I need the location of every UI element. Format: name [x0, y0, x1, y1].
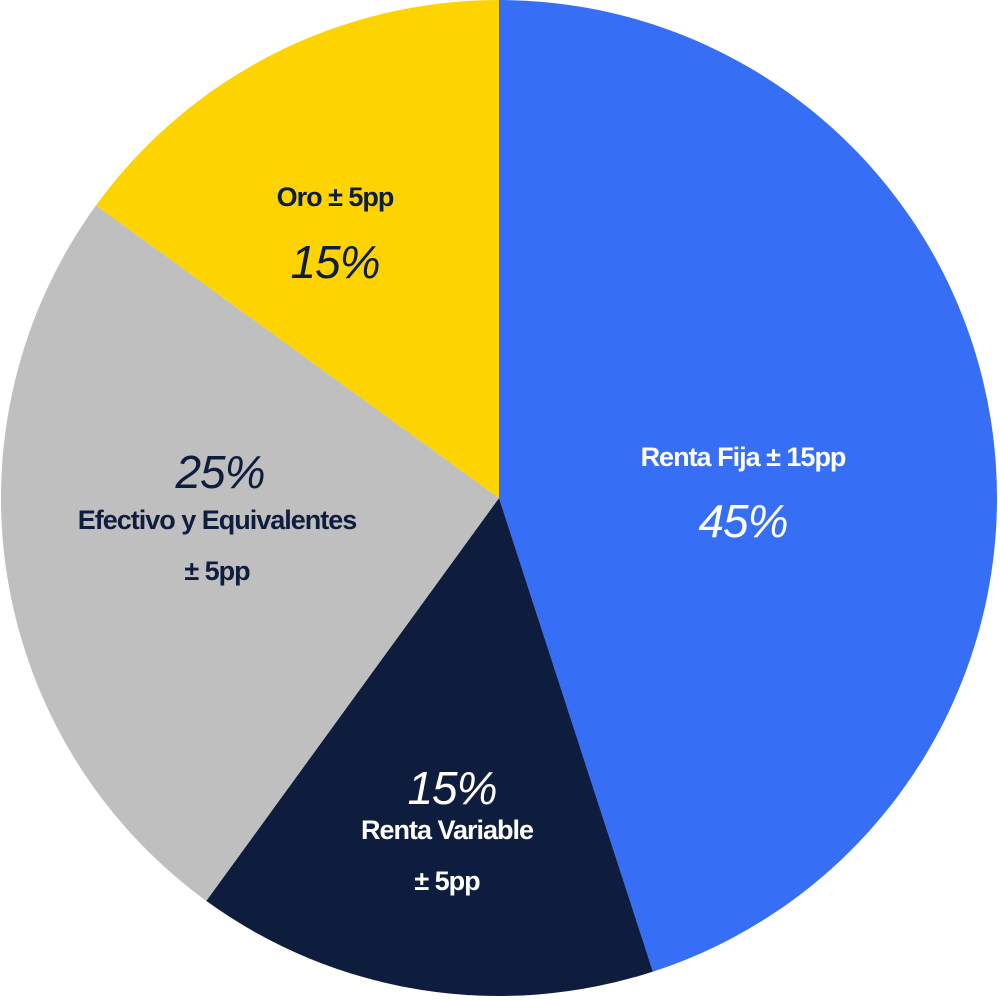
slice-value-2: 15% [407, 762, 496, 814]
slice-value-1: 45% [698, 495, 787, 547]
pie-slice-2 [206, 498, 653, 996]
slice-label-3-line-1: Efectivo y Equivalentes [78, 505, 357, 535]
slice-label-2-line-1: Renta Variable [361, 815, 534, 845]
slice-label-2-line-2: ± 5pp [414, 866, 480, 896]
slice-label-4-line-1: Oro ± 5pp [277, 182, 394, 212]
pie-slice-1 [499, 0, 997, 972]
slice-label-3-line-2: ± 5pp [184, 556, 250, 586]
slice-value-3: 25% [174, 446, 264, 498]
slice-value-4: 15% [290, 236, 379, 288]
pie-slice-4 [96, 0, 500, 498]
slice-label-1-line-1: Renta Fija ± 15pp [641, 442, 846, 472]
pie-labels: Renta Fija ± 15pp 45% Renta Variable ± 5pp 1… [78, 182, 847, 896]
pie-slice-3 [0, 205, 499, 901]
